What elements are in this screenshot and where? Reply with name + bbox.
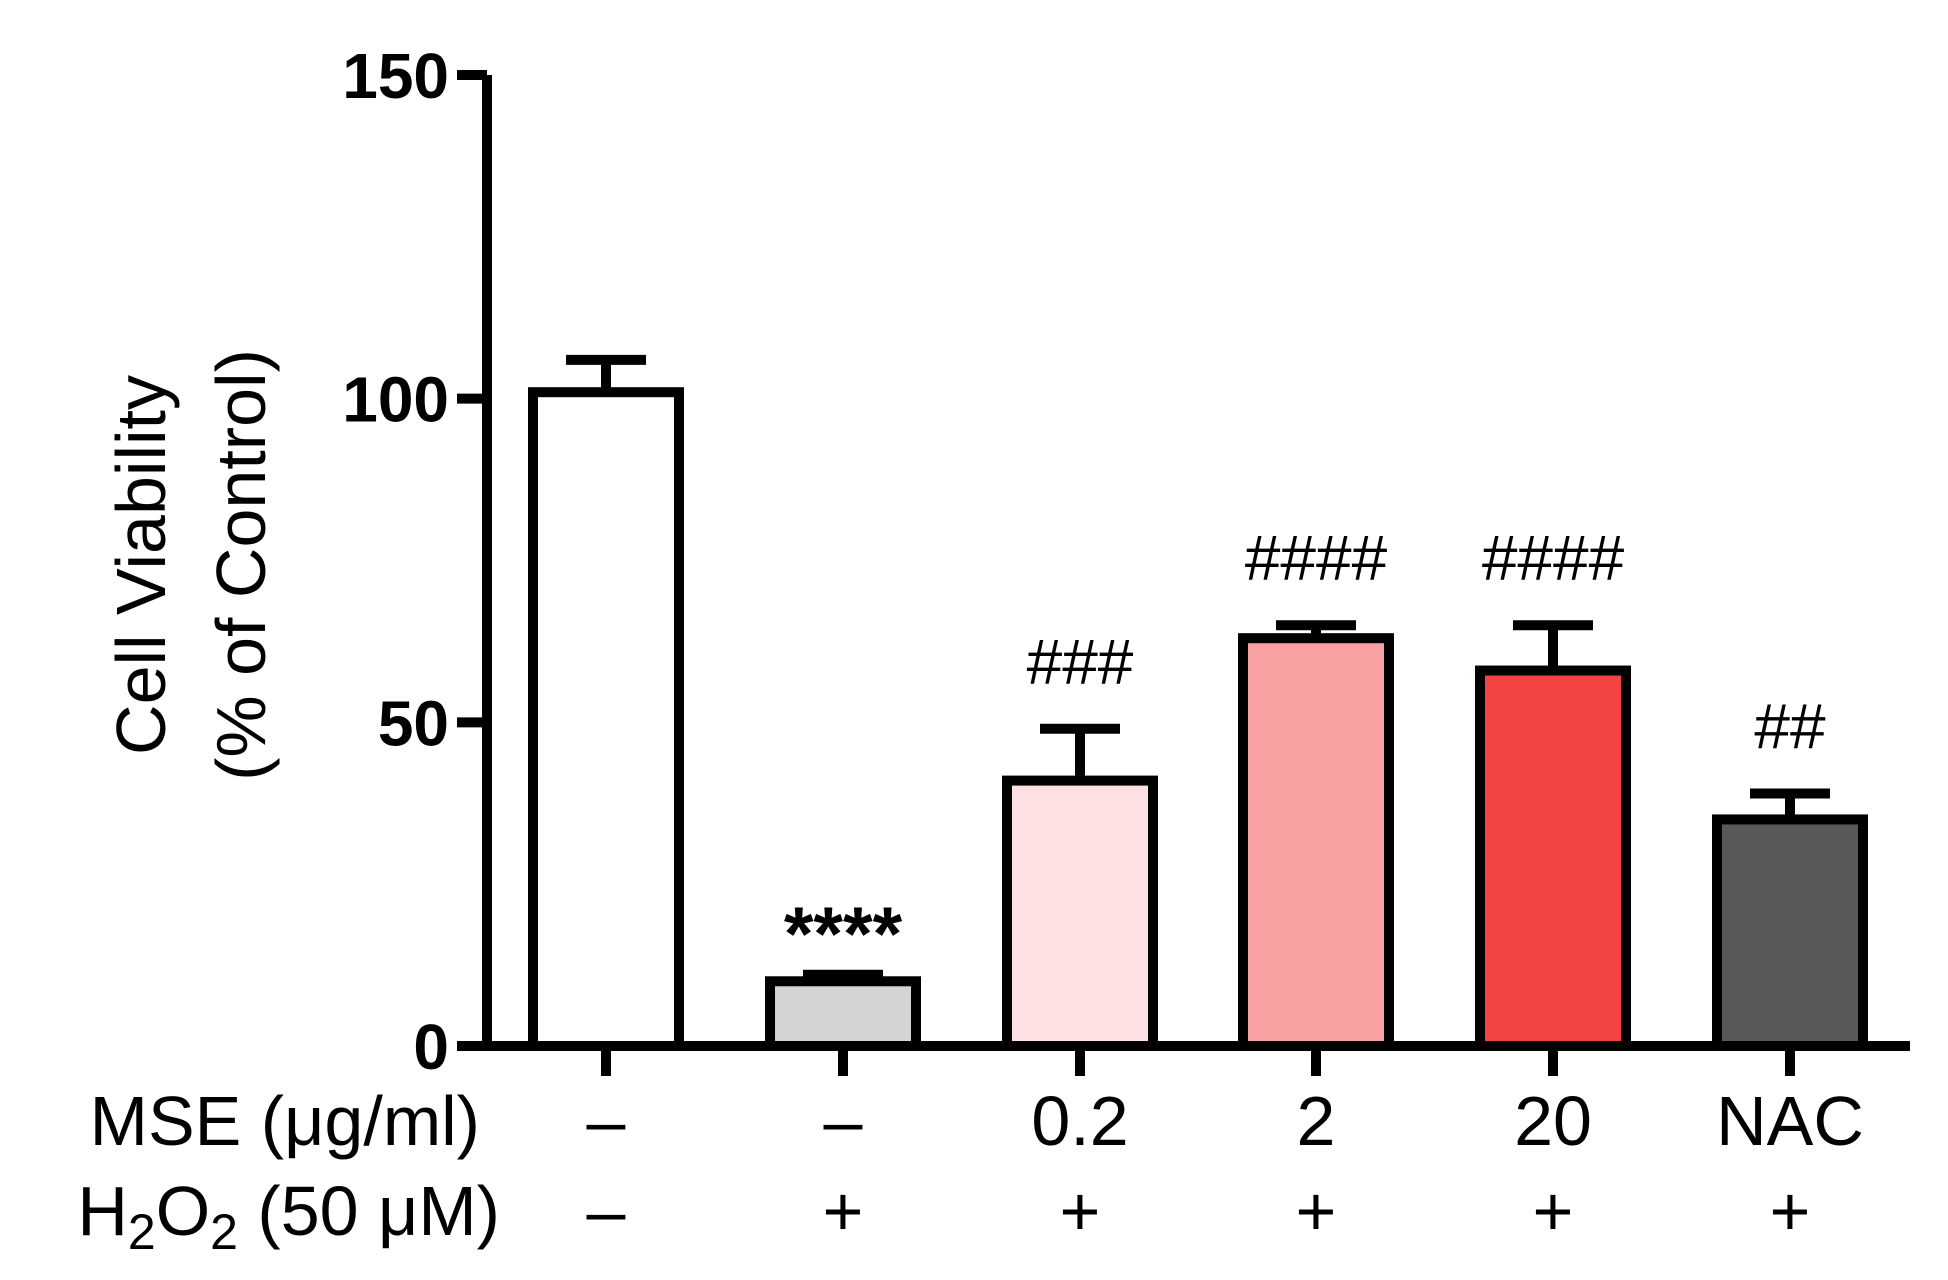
condition-value: + (1533, 1172, 1574, 1250)
condition-value: 2 (1297, 1082, 1336, 1160)
y-tick-label: 0 (413, 1011, 449, 1083)
condition-value: + (1060, 1172, 1101, 1250)
h2o2-row-label: H2O2 (50 μM) (77, 1172, 500, 1260)
bar (1475, 665, 1631, 1052)
significance-label: ### (1027, 626, 1134, 698)
significance-label: **** (784, 892, 903, 977)
condition-value: + (1770, 1172, 1811, 1250)
bar (1238, 633, 1394, 1051)
bars: ****####### ###### (528, 354, 1868, 1052)
significance-label: #### (1482, 522, 1625, 594)
condition-value: + (1296, 1172, 1337, 1250)
condition-value: – (587, 1172, 626, 1250)
y-tick-label: 100 (342, 364, 449, 436)
significance-label: #### (1245, 522, 1388, 594)
condition-value: + (823, 1172, 864, 1250)
bar (765, 976, 921, 1051)
y-axis-title: Cell Viability (% of Control) (102, 349, 280, 781)
significance-label: ## (1754, 691, 1826, 763)
bar (1002, 775, 1158, 1051)
bar (1712, 814, 1868, 1052)
condition-value: – (824, 1082, 863, 1160)
mse-row-label: MSE (μg/ml) (90, 1082, 480, 1160)
condition-value: NAC (1716, 1082, 1864, 1160)
y-tick-label: 50 (378, 687, 449, 759)
condition-value: 0.2 (1031, 1082, 1128, 1160)
condition-value: 20 (1514, 1082, 1592, 1160)
condition-value: – (587, 1082, 626, 1160)
y-axis-title-line2: (% of Control) (202, 349, 280, 781)
condition-table: MSE (μg/ml) H2O2 (50 μM) – – 0.2 2 20 NAC – + + +… (77, 1082, 1864, 1260)
x-axis (482, 1041, 1910, 1076)
y-tick-label: 150 (342, 40, 449, 112)
y-axis-title-line1: Cell Viability (102, 375, 180, 755)
bar (528, 387, 684, 1051)
y-axis: 0 50 100 150 (342, 40, 492, 1083)
